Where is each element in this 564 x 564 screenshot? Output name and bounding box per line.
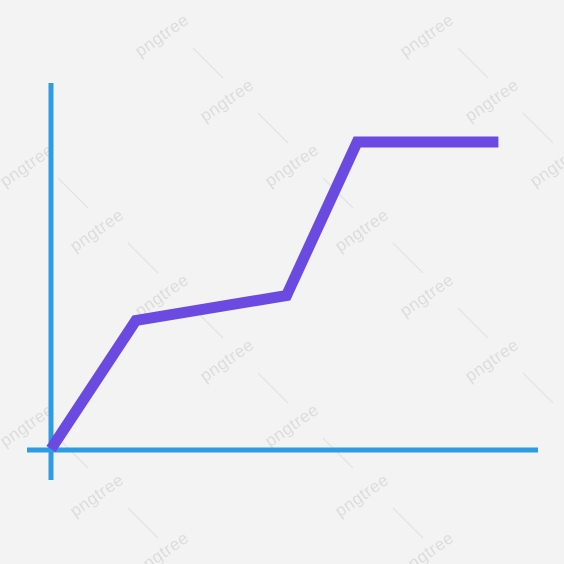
watermark-text: pngtree [261, 140, 322, 191]
watermark-text: pngtree [461, 335, 522, 386]
watermark-text: pngtree [396, 10, 457, 61]
watermark-text: pngtree [331, 205, 392, 256]
watermark-text: pngtree [261, 400, 322, 451]
watermark-stroke [392, 242, 424, 274]
watermark-text: pngtree [131, 10, 192, 61]
watermark-stroke [192, 47, 224, 79]
watermark-text: pngtree [196, 75, 257, 126]
watermark-text: pngtree [66, 205, 127, 256]
watermark-stroke [522, 372, 554, 404]
watermark-stroke [392, 507, 424, 539]
watermark-text: pngtree [66, 470, 127, 521]
watermark-text: pngtree [196, 335, 257, 386]
series-layer [46, 136, 499, 453]
watermark-text: pngtree [526, 140, 564, 191]
watermark-stroke [57, 177, 89, 209]
watermark-stroke [257, 372, 289, 404]
watermark-stroke [257, 112, 289, 144]
watermark-stroke [127, 242, 159, 274]
watermark-text: pngtree [396, 528, 457, 564]
watermark-text: pngtree [396, 270, 457, 321]
watermark-stroke [127, 507, 159, 539]
watermark-text: pngtree [331, 470, 392, 521]
watermark-stroke [457, 307, 489, 339]
watermark-stroke [457, 47, 489, 79]
watermark-stroke [522, 112, 554, 144]
watermark-stroke [57, 437, 89, 469]
watermark-text: pngtree [461, 75, 522, 126]
watermark-stroke [322, 437, 354, 469]
watermark-text: pngtree [131, 528, 192, 564]
